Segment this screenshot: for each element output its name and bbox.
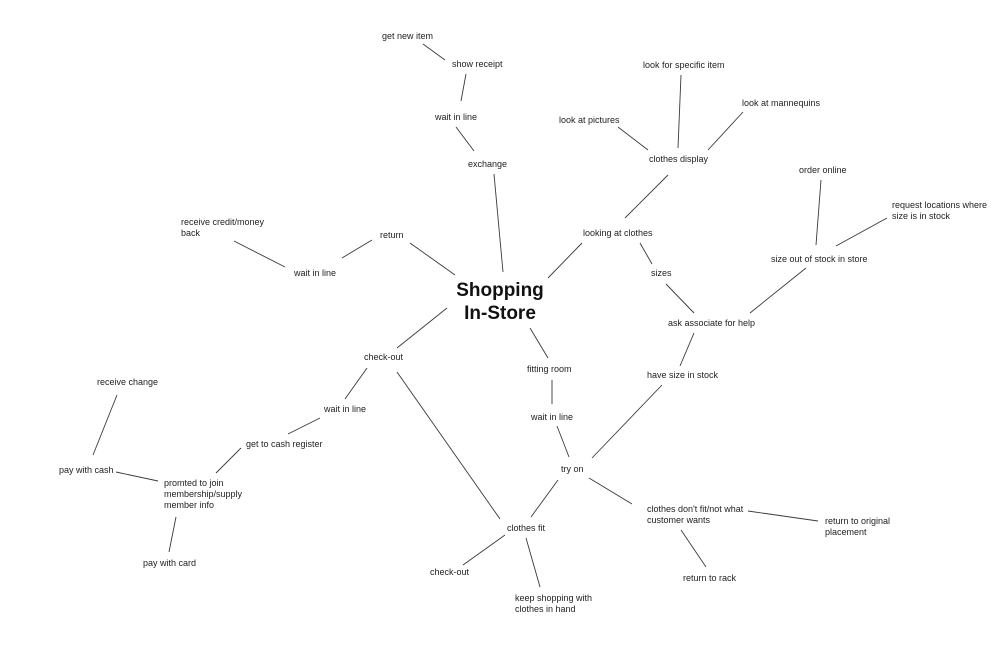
node-clothes-dont-fit: clothes don't fit/not what customer want… (647, 504, 744, 525)
edge-showreceipt-waitinline (460, 73, 467, 102)
node-try-on: try on (561, 464, 584, 474)
edge-clothesdisplay-lookatpictures (617, 126, 649, 151)
node-wait-in-line-checkout: wait in line (324, 404, 367, 414)
edge-clothesfit-keepshopping (525, 537, 541, 588)
edge-askassociate-havesizeinstock (679, 332, 695, 367)
edge-sizes-askassociate (665, 283, 695, 314)
edge-sizeoutofstock-orderonline (815, 179, 822, 246)
node-wait-in-line-fitting: wait in line (531, 412, 574, 422)
node-look-at-mannequins: look at mannequins (742, 98, 821, 108)
edge-waitinline-cashregister (287, 417, 321, 435)
edge-center-lookingatclothes (547, 242, 583, 279)
edge-clothesfit-checkout (462, 534, 506, 566)
edge-checkout-clothesfit (396, 371, 501, 520)
edge-sizeoutofstock-requestlocations (835, 217, 888, 247)
node-order-online: order online (799, 165, 847, 175)
node-return: return (380, 230, 404, 240)
edge-askassociate-sizeoutofstock (749, 267, 807, 314)
node-receive-change: receive change (97, 377, 159, 387)
edge-havesizeinstock-tryon (591, 384, 663, 459)
edge-paywithcash-prompted (115, 471, 159, 482)
node-look-for-specific-item: look for specific item (643, 60, 725, 70)
node-wait-in-line-return: wait in line (294, 268, 337, 278)
node-looking-at-clothes: looking at clothes (583, 228, 653, 238)
edge-tryon-clothesdontfit (588, 477, 633, 505)
node-sizes: sizes (651, 268, 672, 278)
edge-tryon-clothesfit (530, 479, 559, 518)
node-clothes-display: clothes display (649, 154, 709, 164)
edge-getnewitem-showreceipt (422, 43, 446, 61)
edge-clothesdontfit-returntooriginal (747, 510, 819, 522)
edge-cashregister-prompted (215, 447, 242, 474)
node-pay-with-cash: pay with cash (59, 465, 114, 475)
node-wait-in-line-exchange: wait in line (435, 112, 478, 122)
edge-clothesdontfit-returntorack (680, 529, 707, 568)
node-prompted-membership: promted to join membership/supply member… (164, 478, 243, 510)
node-request-locations: request locations where size is in stock (892, 200, 988, 221)
node-show-receipt: show receipt (452, 59, 503, 69)
edge-lookingatclothes-sizes (639, 242, 653, 265)
edge-checkout-waitinline (344, 367, 368, 400)
edge-center-fittingroom (529, 327, 549, 359)
node-have-size-in-stock: have size in stock (647, 370, 719, 380)
node-clothes-fit: clothes fit (507, 523, 546, 533)
edge-waitinline-return (341, 239, 373, 259)
node-look-at-pictures: look at pictures (559, 115, 620, 125)
node-exchange: exchange (468, 159, 508, 169)
node-get-to-cash-register: get to cash register (246, 439, 323, 449)
node-return-to-original: return to original placement (825, 516, 891, 537)
edge-receivecredit-waitinline (233, 240, 286, 268)
edge-receivechange-paywithcash (92, 394, 118, 456)
node-receive-credit: receive credit/money back (181, 217, 265, 238)
edge-lookingatclothes-clothesdisplay (624, 174, 669, 219)
edge-prompted-paywithcard (168, 516, 177, 553)
edge-waitinline-tryon (556, 425, 570, 458)
node-fitting-room: fitting room (527, 364, 572, 374)
edge-waitinline-exchange (455, 126, 475, 152)
node-keep-shopping: keep shopping with clothes in hand (515, 593, 593, 614)
node-ask-associate: ask associate for help (668, 318, 756, 328)
node-return-to-rack: return to rack (683, 573, 737, 583)
edge-center-checkout (396, 307, 448, 349)
central-topic-title: Shopping In-Store (456, 280, 544, 324)
node-check-out: check-out (364, 352, 404, 362)
node-get-new-item: get new item (382, 31, 434, 41)
node-size-out-of-stock: size out of stock in store (771, 254, 868, 264)
edge-clothesdisplay-lookforspecific (677, 74, 682, 149)
node-check-out-after-fit: check-out (430, 567, 470, 577)
edge-return-center (409, 242, 456, 276)
node-pay-with-card: pay with card (143, 558, 197, 568)
edge-exchange-center (493, 173, 504, 273)
edge-clothesdisplay-lookatmannequins (707, 111, 744, 151)
